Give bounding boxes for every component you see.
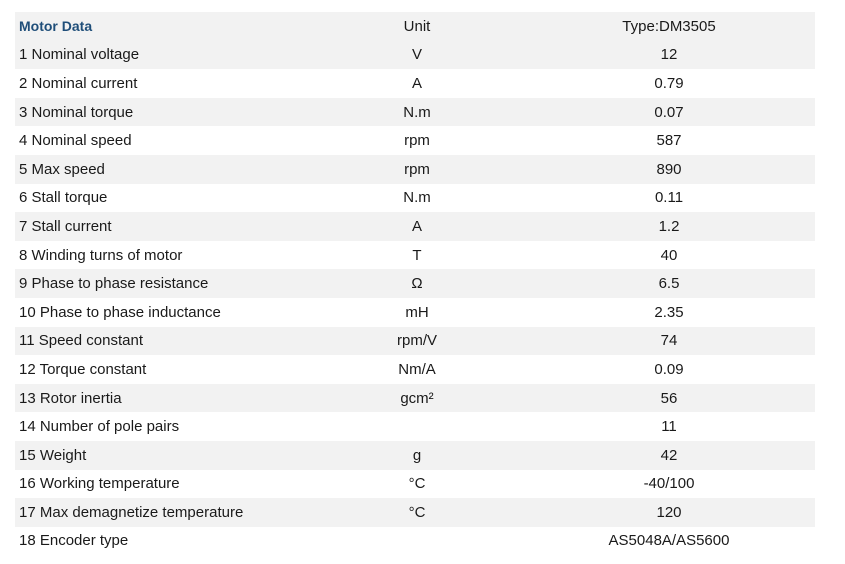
row-unit: rpm	[311, 126, 523, 155]
row-value: 587	[523, 126, 815, 155]
table-row: 8 Winding turns of motor T 40	[15, 240, 815, 270]
row-unit: V	[311, 40, 523, 70]
row-unit: gcm²	[311, 383, 523, 413]
table-row: 3 Nominal torque N.m 0.07	[15, 97, 815, 127]
row-unit: N.m	[311, 183, 523, 213]
table-row: 16 Working temperature °C -40/100	[15, 469, 815, 499]
row-value: 42	[523, 440, 815, 470]
motor-spec-table: Motor Data Unit Type:DM3505 1 Nominal vo…	[15, 12, 815, 556]
row-parameter: 9 Phase to phase resistance	[15, 269, 311, 298]
row-value: 74	[523, 326, 815, 356]
row-parameter: 13 Rotor inertia	[15, 383, 311, 413]
row-unit: A	[311, 212, 523, 241]
table-row: 1 Nominal voltage V 12	[15, 40, 815, 70]
table-header-row: Motor Data Unit Type:DM3505	[15, 12, 815, 41]
row-value: 6.5	[523, 269, 815, 298]
row-value: 11	[523, 412, 815, 441]
row-value: 120	[523, 498, 815, 527]
row-value: 0.09	[523, 355, 815, 384]
row-unit	[311, 526, 523, 556]
row-parameter: 11 Speed constant	[15, 326, 311, 356]
row-unit: T	[311, 240, 523, 270]
row-unit: °C	[311, 469, 523, 499]
table-row: 12 Torque constant Nm/A 0.09	[15, 355, 815, 384]
row-parameter: 2 Nominal current	[15, 69, 311, 98]
header-type: Type:DM3505	[523, 12, 815, 41]
row-unit: Ω	[311, 269, 523, 298]
table-row: 18 Encoder type AS5048A/AS5600	[15, 526, 815, 556]
table-row: 9 Phase to phase resistance Ω 6.5	[15, 269, 815, 298]
row-unit: Nm/A	[311, 355, 523, 384]
row-parameter: 6 Stall torque	[15, 183, 311, 213]
table-row: 6 Stall torque N.m 0.11	[15, 183, 815, 213]
row-unit: N.m	[311, 97, 523, 127]
row-unit: g	[311, 440, 523, 470]
row-unit: rpm/V	[311, 326, 523, 356]
row-parameter: 4 Nominal speed	[15, 126, 311, 155]
row-value: 0.11	[523, 183, 815, 213]
row-unit: rpm	[311, 154, 523, 184]
row-parameter: 1 Nominal voltage	[15, 40, 311, 70]
row-unit: mH	[311, 297, 523, 327]
row-value: -40/100	[523, 469, 815, 499]
table-row: 10 Phase to phase inductance mH 2.35	[15, 297, 815, 327]
header-unit: Unit	[311, 12, 523, 41]
table-row: 17 Max demagnetize temperature °C 120	[15, 498, 815, 527]
table-row: 4 Nominal speed rpm 587	[15, 126, 815, 155]
row-value: 56	[523, 383, 815, 413]
row-parameter: 17 Max demagnetize temperature	[15, 498, 311, 527]
table-row: 13 Rotor inertia gcm² 56	[15, 383, 815, 413]
header-motor-data: Motor Data	[15, 12, 311, 41]
row-value: 40	[523, 240, 815, 270]
row-value: 0.07	[523, 97, 815, 127]
row-parameter: 16 Working temperature	[15, 469, 311, 499]
row-value: 2.35	[523, 297, 815, 327]
row-unit: °C	[311, 498, 523, 527]
table-row: 2 Nominal current A 0.79	[15, 69, 815, 98]
row-value: 0.79	[523, 69, 815, 98]
row-unit: A	[311, 69, 523, 98]
row-parameter: 14 Number of pole pairs	[15, 412, 311, 441]
row-parameter: 10 Phase to phase inductance	[15, 297, 311, 327]
row-unit	[311, 412, 523, 441]
row-value: 1.2	[523, 212, 815, 241]
row-parameter: 18 Encoder type	[15, 526, 311, 556]
table-row: 7 Stall current A 1.2	[15, 212, 815, 241]
row-parameter: 15 Weight	[15, 440, 311, 470]
table-row: 11 Speed constant rpm/V 74	[15, 326, 815, 356]
table-row: 14 Number of pole pairs 11	[15, 412, 815, 441]
row-value: 12	[523, 40, 815, 70]
row-parameter: 3 Nominal torque	[15, 97, 311, 127]
row-value: AS5048A/AS5600	[523, 526, 815, 556]
row-value: 890	[523, 154, 815, 184]
table-row: 5 Max speed rpm 890	[15, 154, 815, 184]
table-row: 15 Weight g 42	[15, 440, 815, 470]
row-parameter: 5 Max speed	[15, 154, 311, 184]
row-parameter: 8 Winding turns of motor	[15, 240, 311, 270]
row-parameter: 7 Stall current	[15, 212, 311, 241]
row-parameter: 12 Torque constant	[15, 355, 311, 384]
